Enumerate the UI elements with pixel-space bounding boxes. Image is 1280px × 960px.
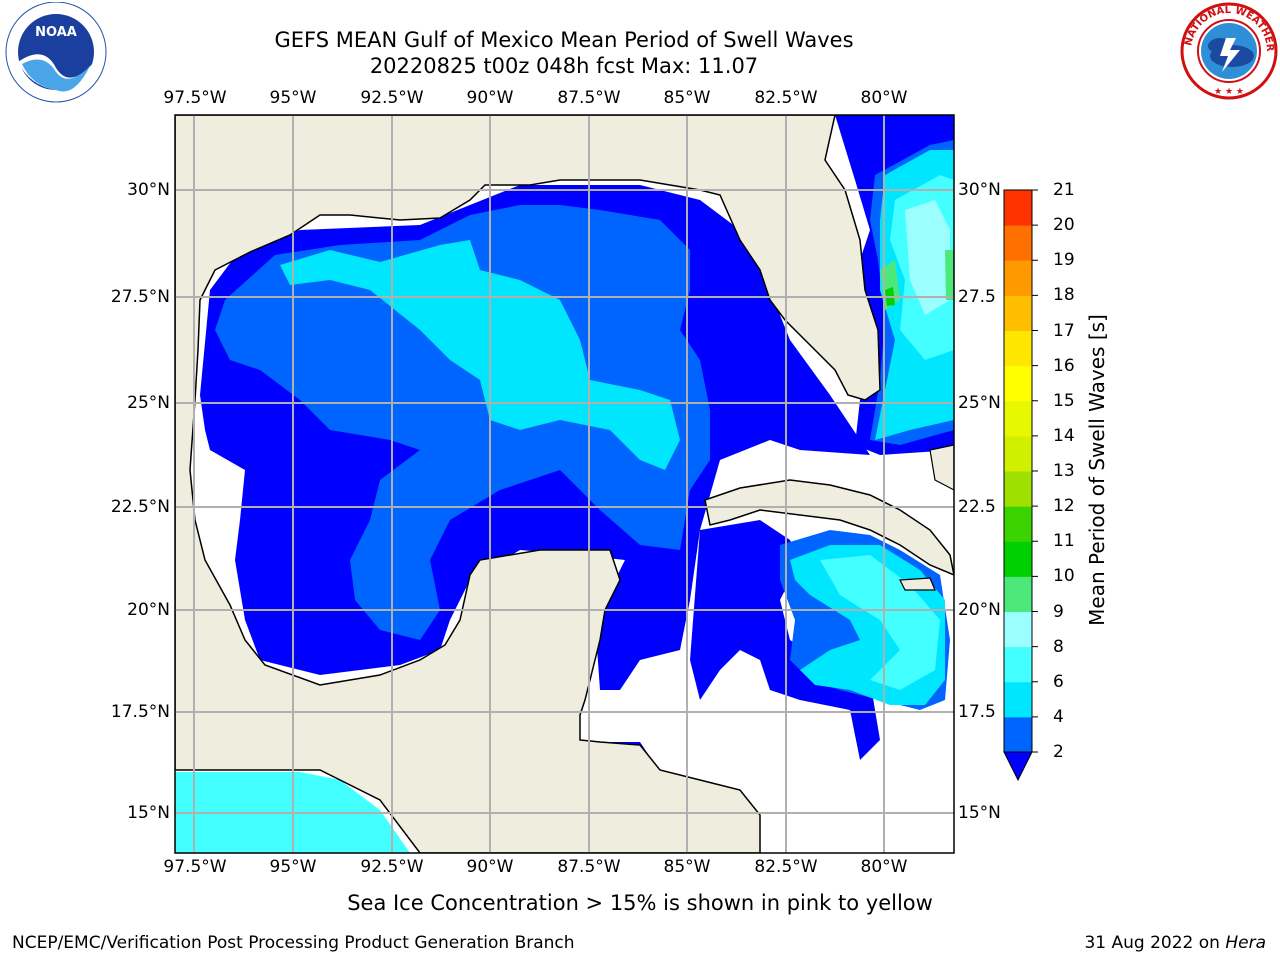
lon-label-top: 80°W [860, 88, 908, 108]
lon-label-top: 97.5°W [163, 88, 227, 108]
nws-logo: NATIONAL WEATHER SERVICE ★ ★ ★ [1176, 0, 1278, 104]
chart-title: GEFS MEAN Gulf of Mexico Mean Period of … [274, 28, 854, 52]
swell-field-9to10-b [945, 250, 954, 300]
colorbar-segment [1004, 611, 1032, 648]
lon-label-bottom: 95°W [269, 857, 317, 877]
lat-label-left: 20°N [127, 600, 170, 620]
lat-label-left: 22.5°N [110, 497, 170, 517]
colorbar-tick-label: 13 [1053, 461, 1075, 481]
colorbar-segment [1004, 681, 1032, 718]
colorbar-tick-label: 8 [1053, 636, 1064, 657]
colorbar-segment [1004, 225, 1032, 261]
lat-label-left: 27.5°N [110, 287, 170, 307]
colorbar-tick-label: 4 [1053, 706, 1064, 727]
svg-text:★ ★ ★: ★ ★ ★ [1214, 87, 1244, 97]
lat-label-right: 27.5 [958, 287, 996, 307]
colorbar-tick-label: 2 [1053, 742, 1064, 762]
swell-field-8to9 [905, 200, 950, 315]
colorbar-segment [1004, 295, 1032, 331]
lon-label-bottom: 90°W [466, 857, 514, 877]
svg-text:NOAA: NOAA [35, 25, 77, 40]
lon-label-top: 95°W [269, 88, 317, 108]
land-cuba [704, 479, 954, 576]
colorbar-segment [1004, 260, 1032, 296]
lat-label-right: 22.5 [958, 497, 996, 517]
colorbar-segment [1004, 400, 1032, 437]
swell-field-2to4 [215, 205, 710, 640]
footer-date-text: 31 Aug 2022 on [1084, 933, 1220, 953]
colorbar-segment [1004, 471, 1032, 507]
colorbar-tick-label: 21 [1053, 180, 1075, 200]
colorbar-tick-label: 17 [1053, 320, 1075, 341]
colorbar-tick-label: 9 [1053, 601, 1064, 622]
colorbar-segment [1004, 646, 1032, 683]
lon-label-bottom: 80°W [860, 857, 908, 877]
lon-label-top: 87.5°W [557, 88, 621, 108]
lat-label-right: 25°N [958, 393, 1001, 413]
colorbar-under-extension [1003, 751, 1033, 782]
colorbar-tick-label: 18 [1053, 285, 1075, 306]
colorbar-segment [1004, 506, 1032, 542]
lon-label-top: 82.5°W [754, 88, 818, 108]
lat-label-right: 15°N [958, 803, 1001, 823]
lat-label-right: 30°N [958, 180, 1001, 200]
lat-label-left: 17.5°N [110, 702, 170, 722]
colorbar-tick-label: 10 [1053, 566, 1075, 587]
colorbar-tick-label: 12 [1053, 496, 1075, 517]
footer-date: 31 Aug 2022 on Hera [1084, 933, 1266, 953]
colorbar-tick-label: 15 [1053, 390, 1075, 411]
lon-label-top: 85°W [663, 88, 711, 108]
colorbar-segment [1004, 330, 1032, 367]
colorbar-segment [1004, 365, 1032, 402]
colorbar-tick-label: 20 [1053, 215, 1075, 236]
colorbar [1003, 189, 1038, 782]
land-jamaica [899, 577, 936, 591]
lon-label-top: 92.5°W [360, 88, 424, 108]
lat-label-right: 17.5 [958, 702, 996, 722]
lon-label-bottom: 85°W [663, 857, 711, 877]
sea-ice-note: Sea Ice Concentration > 15% is shown in … [347, 891, 933, 915]
colorbar-segment [1004, 190, 1032, 226]
lon-label-bottom: 97.5°W [163, 857, 227, 877]
lat-label-left: 25°N [127, 393, 170, 413]
colorbar-segment [1004, 435, 1032, 472]
colorbar-title: Mean Period of Swell Waves [s] [1085, 314, 1109, 626]
chart-subtitle: 20220825 t00z 048h fcst Max: 11.07 [369, 54, 759, 78]
footer-host: Hera [1225, 933, 1266, 953]
colorbar-segment [1004, 716, 1032, 753]
colorbar-tick-label: 6 [1053, 671, 1064, 692]
footer-credit: NCEP/EMC/Verification Post Processing Pr… [12, 933, 575, 953]
colorbar-tick-label: 16 [1053, 355, 1075, 376]
colorbar-segment [1004, 541, 1032, 577]
graticule [175, 115, 954, 853]
colorbar-segment [1004, 576, 1032, 612]
lat-label-left: 15°N [127, 803, 170, 823]
colorbar-tick-label: 11 [1053, 531, 1075, 552]
noaa-logo: NOAA [4, 1, 108, 110]
lon-label-bottom: 87.5°W [557, 857, 621, 877]
colorbar-tick-label: 14 [1053, 425, 1075, 446]
lon-label-top: 90°W [466, 88, 514, 108]
lat-label-right: 20°N [958, 600, 1001, 620]
lon-label-bottom: 92.5°W [360, 857, 424, 877]
colorbar-tick-label: 19 [1053, 250, 1075, 271]
land-bahamas [929, 444, 954, 491]
lat-label-left: 30°N [127, 180, 170, 200]
lon-label-bottom: 82.5°W [754, 857, 818, 877]
